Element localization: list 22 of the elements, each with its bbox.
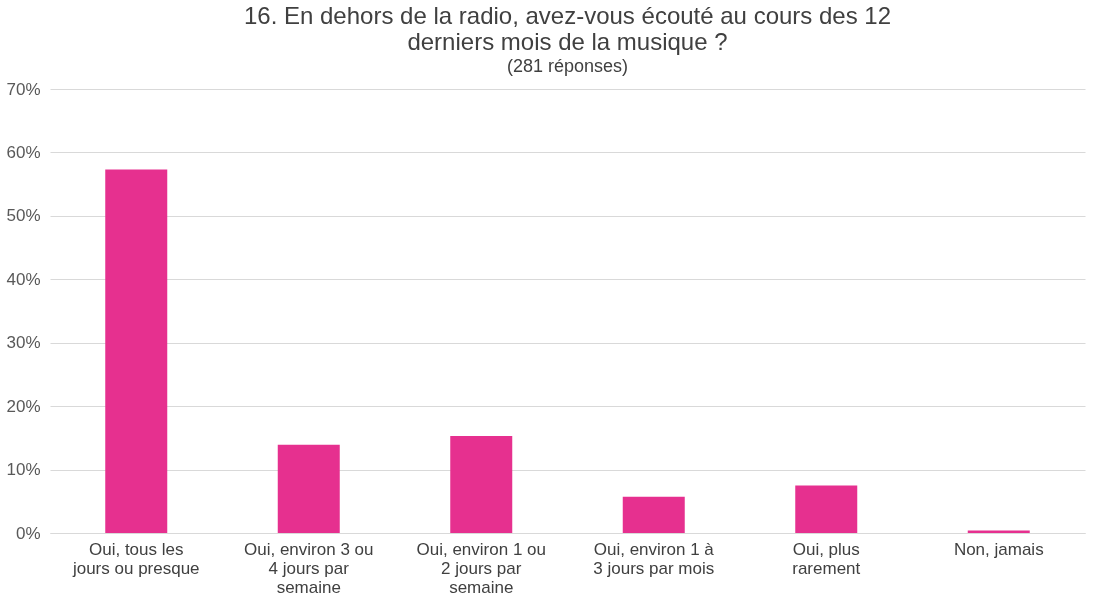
y-tick-label: 10% (6, 460, 41, 480)
x-tick-label: Oui, environ 1 ou 2 jours par semaine (416, 539, 546, 597)
bar (967, 530, 1030, 533)
chart-title: 16. En dehors de la radio, avez-vous écouté au cours des 12 derniers mois de la musique ? (243, 2, 892, 55)
y-tick-label: 0% (15, 523, 41, 543)
chart-subtitle: (281 réponses) (506, 56, 629, 76)
y-tick-label: 30% (6, 333, 41, 353)
x-tick-label: Oui, plus rarement (792, 539, 861, 578)
y-tick-label: 20% (6, 396, 41, 416)
bar (795, 485, 858, 533)
y-tick-label: 70% (6, 79, 41, 99)
x-tick-label: Oui, environ 1 à 3 jours par mois (593, 539, 715, 578)
bar (277, 444, 340, 533)
y-tick-label: 60% (6, 142, 41, 162)
x-tick-label: Non, jamais (953, 539, 1044, 559)
x-tick-label: Oui, environ 3 ou 4 jours par semaine (244, 539, 374, 597)
bar (105, 169, 168, 533)
x-tick-label: Oui, tous les jours ou presque (71, 539, 200, 578)
bar (622, 496, 685, 533)
bar (450, 435, 513, 533)
y-tick-label: 50% (6, 206, 41, 226)
y-tick-label: 40% (6, 269, 41, 289)
